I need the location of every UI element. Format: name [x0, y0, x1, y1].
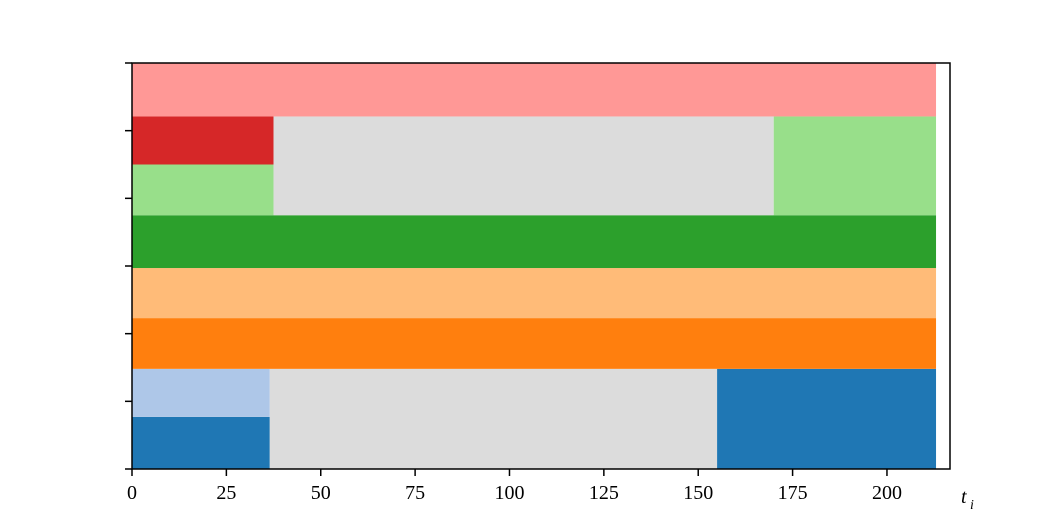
bar — [132, 268, 937, 319]
x-tick-label: 0 — [127, 482, 137, 504]
bar — [773, 116, 937, 216]
x-tick-label: 100 — [494, 482, 524, 504]
x-tick-label: 200 — [872, 482, 902, 504]
x-tick-label: 150 — [683, 482, 713, 504]
x-axis-label: t — [961, 486, 967, 508]
bar — [269, 368, 718, 469]
bar — [273, 116, 774, 216]
bar — [132, 368, 270, 417]
x-axis-label-sub: i — [970, 498, 974, 513]
bar — [132, 63, 937, 117]
x-tick-label: 175 — [778, 482, 808, 504]
bar — [717, 368, 937, 469]
bar — [132, 318, 937, 369]
x-tick-label: 25 — [216, 482, 236, 504]
x-tick-label: 125 — [589, 482, 619, 504]
bar — [132, 416, 270, 469]
x-tick-label: 75 — [405, 482, 425, 504]
x-tick-label: 50 — [311, 482, 331, 504]
bar — [132, 164, 274, 216]
bar — [132, 116, 274, 165]
bar — [132, 215, 937, 269]
